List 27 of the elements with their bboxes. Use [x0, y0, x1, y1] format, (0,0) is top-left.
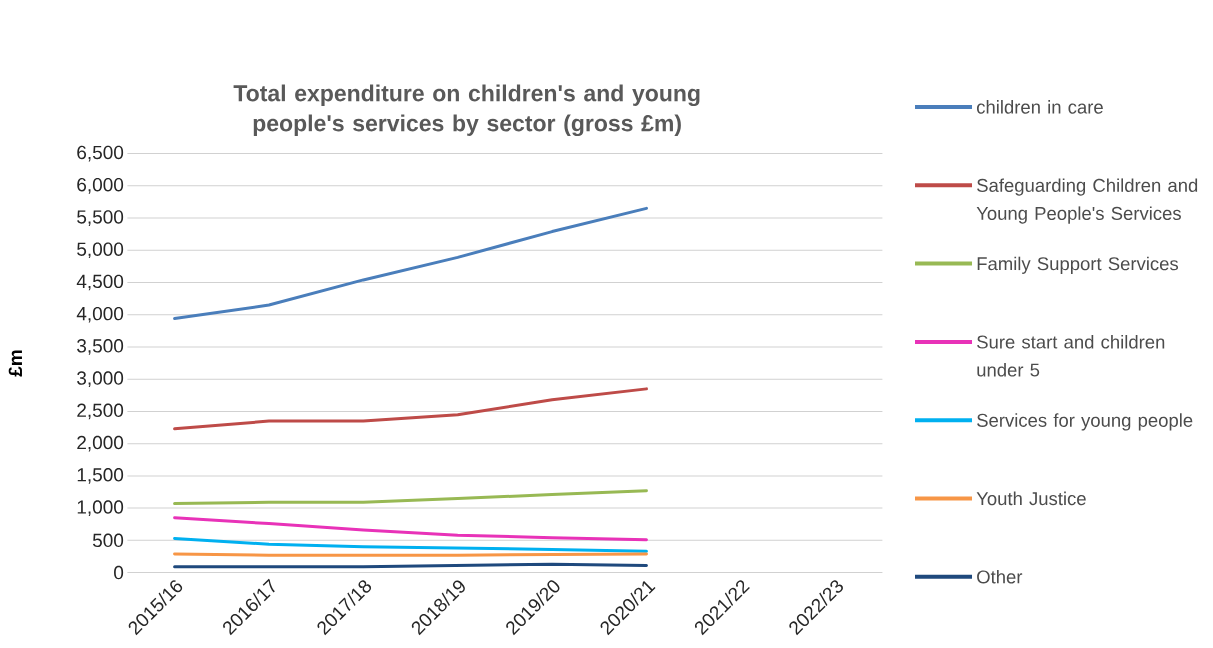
line-series	[173, 516, 648, 542]
line-series	[173, 206, 648, 321]
y-tick-label: 0	[114, 565, 124, 580]
y-axis-title: £m	[8, 350, 22, 377]
y-tick-label: 6,500	[77, 145, 124, 162]
chart-title: Total expenditure on children's and young people's services by sector (gross £m)	[233, 84, 700, 137]
legend-label: Family Support Services	[977, 256, 1179, 274]
y-tick-label: 2,500	[77, 403, 124, 420]
legend-label: Other	[977, 569, 1023, 584]
legend-label: children in care	[976, 100, 1103, 114]
y-tick-label: 6,000	[77, 177, 124, 194]
y-tick-label: 2,000	[77, 435, 124, 452]
legend-label: Services for young people	[977, 413, 1193, 431]
y-tick-label: 3,000	[77, 371, 124, 388]
line-series	[173, 489, 648, 506]
line-series	[173, 387, 648, 431]
y-tick-label: 3,500	[77, 339, 124, 355]
legend-label: Safeguarding Children and Young People's Services	[976, 178, 1198, 224]
y-tick-label: 5,500	[77, 210, 124, 226]
y-tick-label: 4,500	[76, 274, 124, 291]
legend-label: Youth Justice	[976, 491, 1086, 506]
y-tick-label: 1,500	[77, 468, 124, 484]
y-tick-label: 4,000	[76, 306, 124, 323]
y-tick-label: 500	[92, 533, 124, 548]
y-tick-label: 1,000	[77, 500, 124, 516]
y-tick-label: 5,000	[77, 242, 124, 259]
legend-label: Sure start and children under 5	[977, 334, 1165, 377]
